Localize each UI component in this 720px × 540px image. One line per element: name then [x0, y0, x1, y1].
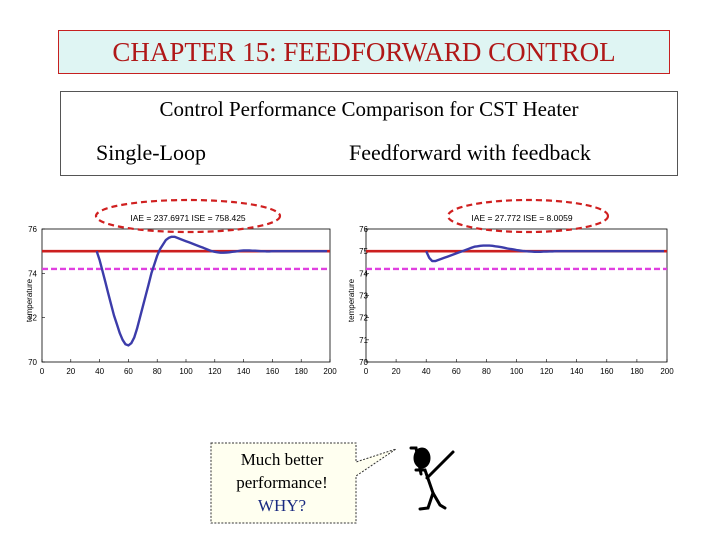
y-tick-label: 76 — [28, 225, 37, 234]
y-axis-label: temperature — [347, 278, 356, 322]
feedforward-label: Feedforward with feedback — [349, 140, 591, 165]
x-tick-label: 140 — [237, 367, 251, 376]
x-tick-label: 200 — [660, 367, 674, 376]
y-tick-label: 74 — [28, 269, 37, 278]
y-tick-label: 76 — [359, 225, 368, 234]
x-tick-label: 80 — [482, 367, 491, 376]
x-tick-label: 20 — [66, 367, 75, 376]
y-tick-label: 70 — [28, 358, 37, 367]
callout-text: Much better performance! WHY? — [212, 448, 352, 517]
x-tick-label: 180 — [630, 367, 644, 376]
callout-bubble — [210, 442, 397, 524]
x-tick-label: 40 — [422, 367, 431, 376]
pointing-figure-icon — [409, 446, 455, 511]
x-tick-label: 140 — [570, 367, 584, 376]
x-tick-label: 160 — [600, 367, 614, 376]
comparison-title: Control Performance Comparison for CST H… — [159, 97, 579, 121]
slide-title: CHAPTER 15: FEEDFORWARD CONTROL — [58, 30, 670, 74]
x-tick-label: 100 — [179, 367, 193, 376]
y-tick-label: 73 — [359, 292, 368, 301]
y-tick-label: 75 — [359, 247, 368, 256]
feedforward-chart: 0 20 40 60 80 100 120 140 160 180 200 70 71 72 73 74 75 7… — [347, 198, 674, 376]
x-tick-label: 160 — [266, 367, 280, 376]
x-tick-label: 40 — [95, 367, 104, 376]
callout-line-3: WHY? — [257, 496, 307, 515]
x-tick-label: 60 — [124, 367, 133, 376]
x-tick-label: 120 — [208, 367, 222, 376]
y-tick-label: 72 — [359, 314, 368, 323]
response-series-line — [95, 235, 328, 347]
y-tick-label: 70 — [359, 358, 368, 367]
y-tick-label: 71 — [359, 336, 368, 345]
highlight-ellipse — [446, 198, 610, 234]
response-series-line — [425, 244, 664, 263]
callout-line-1: Much better — [240, 450, 324, 469]
single-loop-chart: 0 20 40 60 80 100 120 140 160 180 200 70 72 74 76 tempe… — [25, 198, 337, 376]
y-tick-label: 74 — [359, 269, 368, 278]
x-tick-label: 60 — [452, 367, 461, 376]
x-tick-label: 0 — [40, 367, 45, 376]
x-tick-label: 120 — [540, 367, 554, 376]
chart-title: IAE = 27.772 ISE = 8.0059 — [471, 213, 572, 223]
chart-title: IAE = 237.6971 ISE = 758.425 — [130, 213, 246, 223]
callout-line-2: performance! — [236, 473, 328, 492]
x-tick-label: 180 — [295, 367, 309, 376]
y-tick-label: 72 — [28, 314, 37, 323]
highlight-ellipse — [94, 198, 282, 234]
single-loop-label: Single-Loop — [96, 140, 206, 165]
x-tick-label: 200 — [323, 367, 337, 376]
x-tick-label: 20 — [392, 367, 401, 376]
x-tick-label: 80 — [153, 367, 162, 376]
plot-frame — [41, 228, 331, 363]
y-axis-label: temperature — [25, 278, 34, 322]
x-tick-label: 0 — [364, 367, 369, 376]
comparison-header-box: Control Performance Comparison for CST H… — [60, 91, 678, 176]
x-tick-label: 100 — [510, 367, 524, 376]
